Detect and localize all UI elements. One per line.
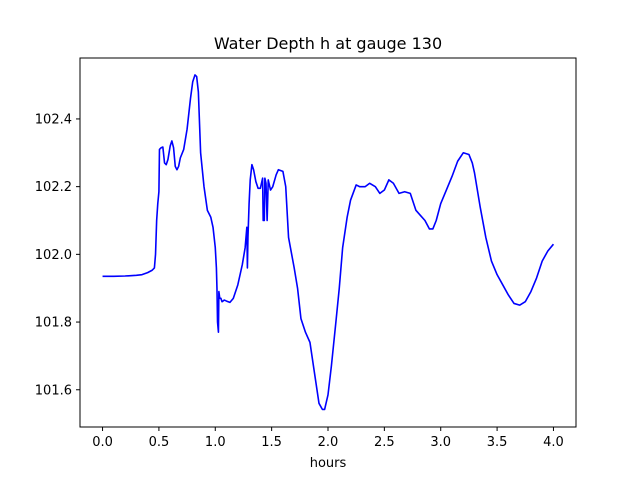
x-tick-label: 3.0 (430, 435, 451, 450)
x-axis: 0.0 0.5 1.0 1.5 2.0 2.5 3.0 3.5 4.0 (92, 427, 564, 450)
series-line-0 (102, 74, 555, 411)
x-axis-label: hours (310, 456, 347, 471)
x-tick-label: 0.5 (149, 435, 170, 450)
x-tick-label: 0.0 (92, 435, 113, 450)
y-tick-label: 101.6 (35, 383, 72, 398)
x-tick-label: 2.0 (318, 435, 339, 450)
plot-area (79, 57, 577, 428)
y-tick-label: 102.4 (35, 112, 72, 127)
x-tick-label: 1.0 (205, 435, 226, 450)
y-tick-label: 102.0 (35, 248, 72, 263)
x-tick-label: 1.5 (261, 435, 282, 450)
chart-title: Water Depth h at gauge 130 (214, 34, 442, 53)
x-tick-label: 3.5 (487, 435, 508, 450)
y-axis: 101.6 101.8 102.0 102.2 102.4 (35, 112, 80, 398)
series-layer (102, 74, 555, 411)
y-tick-label: 101.8 (35, 316, 72, 331)
x-tick-label: 2.5 (374, 435, 395, 450)
y-tick-label: 102.2 (35, 180, 72, 195)
x-tick-label: 4.0 (543, 435, 564, 450)
plot-frame (79, 57, 577, 428)
